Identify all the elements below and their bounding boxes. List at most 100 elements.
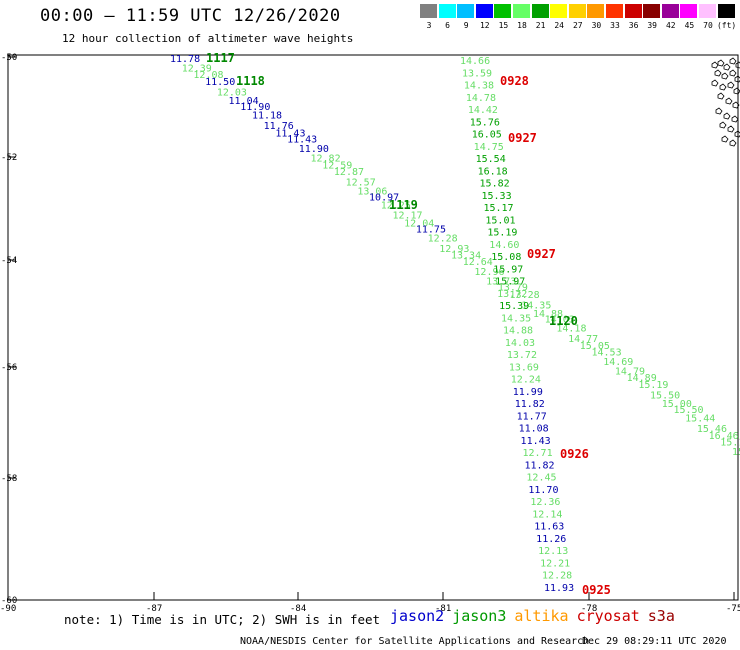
swh-value: 15.05: [580, 341, 610, 352]
scale-label: 45: [684, 21, 695, 30]
scale-label: 18: [517, 21, 527, 30]
swh-value: 14.35: [501, 313, 531, 324]
swh-value: 15.46: [697, 424, 727, 435]
swh-value: 12.93: [439, 244, 469, 255]
swh-value: 11.18: [252, 110, 282, 121]
swh-value: 11.82: [524, 460, 554, 471]
swh-value: 10.97: [369, 192, 399, 203]
swh-value: 14.35: [521, 301, 551, 312]
scale-label: 9: [463, 21, 469, 30]
coast-fragment: [729, 69, 737, 77]
swh-value: 14.78: [466, 93, 496, 104]
swh-value: 15.17: [720, 437, 740, 448]
swh-value: 11.43: [275, 128, 305, 139]
swh-value: 15.76: [470, 117, 500, 128]
scale-swatch: [680, 4, 698, 18]
scale-swatch: [606, 4, 623, 18]
swh-value: 11.43: [521, 436, 551, 447]
scale-swatch: [643, 4, 661, 18]
lat-label: -56: [1, 363, 17, 373]
swh-value: 13.28: [510, 290, 540, 301]
swh-value: 14.77: [568, 334, 598, 345]
swh-value: 12.04: [404, 219, 434, 230]
swh-value: 15.82: [480, 179, 510, 190]
scale-label: 39: [647, 21, 657, 30]
coast-fragment: [725, 97, 733, 105]
swh-value: 12.28: [542, 571, 572, 582]
scale-label: 6: [445, 21, 450, 30]
pass-time-label: 0928: [500, 74, 529, 88]
legend-jason2: jason2: [390, 607, 445, 625]
swh-value: 12.17: [392, 211, 422, 222]
swh-value: 13.73: [486, 276, 516, 287]
scale-swatch: [717, 4, 735, 18]
swh-value: 16.18: [478, 166, 508, 177]
coast-fragment: [727, 81, 735, 89]
swh-value: 11.82: [515, 399, 545, 410]
swh-value: 11.77: [517, 411, 547, 422]
swh-value: 12.28: [428, 234, 458, 245]
coast-fragment: [731, 115, 739, 123]
swh-value: 11.70: [528, 485, 558, 496]
swh-value: 15.19: [638, 380, 668, 391]
scale-swatch: [699, 4, 716, 18]
coast-fragment: [715, 107, 723, 115]
coastline: [711, 57, 740, 147]
scale-label: 70: [703, 21, 713, 30]
scale-swatch: [568, 4, 586, 18]
scale-label: 27: [572, 21, 583, 30]
lat-label: -50: [1, 53, 17, 63]
swh-value: 11.26: [536, 534, 566, 545]
footer-timestamp: Dec 29 08:29:11 UTC 2020: [582, 636, 727, 647]
swh-value: 15.01: [485, 215, 515, 226]
swh-value: 11.50: [205, 77, 235, 88]
swh-value: 12.64: [463, 257, 493, 268]
scale-swatch: [475, 4, 493, 18]
scale-swatch: [438, 4, 456, 18]
coast-fragment: [717, 92, 725, 100]
swh-value: 12.36: [530, 497, 560, 508]
lon-label: -81: [435, 604, 451, 614]
swh-value: 12.82: [311, 154, 341, 165]
scale-swatch: [513, 4, 530, 18]
pass-time-label: 1117: [206, 51, 235, 65]
swh-value: 12.08: [193, 70, 223, 81]
color-scale: 3 6 9 12 15 18 21 24 27 30 33 36 39 42 45 70 (ft): [420, 4, 736, 34]
map-border: [7, 54, 739, 601]
coast-fragment: [711, 79, 719, 87]
scale-swatch: [550, 4, 568, 18]
swh-value: 11.90: [240, 102, 270, 113]
latitude-labels: -50 -52 -54 -56 -58 -60: [1, 53, 17, 606]
coast-fragment: [719, 121, 727, 129]
pass-time-label: 1118: [236, 74, 265, 88]
lat-label: -60: [1, 596, 17, 606]
swh-value: 13.69: [509, 362, 539, 373]
swh-value: 12.87: [334, 167, 364, 178]
coast-fragment: [732, 101, 740, 109]
longitude-labels: -90 -87 -84 -81 -78 -75: [0, 592, 740, 614]
coast-fragment: [714, 69, 722, 77]
pass-time-label: 0925: [582, 583, 611, 597]
swh-value: 14.75: [474, 142, 504, 153]
scale-label: 12: [479, 21, 490, 30]
scale-label: 30: [591, 21, 602, 30]
swh-value: 11.76: [264, 121, 294, 132]
swh-value: 12.25: [381, 200, 411, 211]
legend-jason3: jason3: [452, 607, 507, 625]
lon-label: -84: [290, 604, 306, 614]
swh-value: 12.96: [474, 267, 504, 278]
scale-label: 24: [554, 21, 564, 30]
swh-value: 15.00: [662, 399, 692, 410]
swh-value: 11.08: [519, 424, 549, 435]
swh-value: 11.99: [513, 387, 543, 398]
lon-label: -75: [726, 604, 740, 614]
scale-swatch: [420, 4, 437, 18]
coast-fragment: [729, 139, 737, 147]
scale-label: (ft): [716, 21, 737, 30]
swh-value: 15.97: [495, 277, 525, 288]
swh-value: 11.04: [229, 96, 259, 107]
scale-label: 42: [665, 21, 676, 30]
